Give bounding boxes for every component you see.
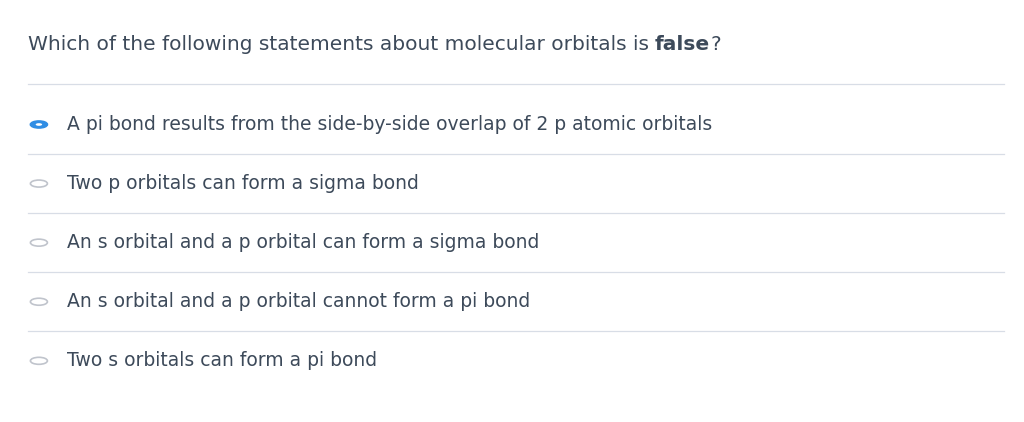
Text: An s orbital and a p orbital cannot form a pi bond: An s orbital and a p orbital cannot form…: [67, 292, 529, 311]
Text: An s orbital and a p orbital can form a sigma bond: An s orbital and a p orbital can form a …: [67, 233, 539, 252]
Circle shape: [36, 123, 42, 126]
Circle shape: [31, 357, 47, 364]
Text: ?: ?: [711, 35, 721, 54]
Text: A pi bond results from the side-by-side overlap of 2 p atomic orbitals: A pi bond results from the side-by-side …: [67, 115, 712, 134]
Circle shape: [31, 239, 47, 246]
Text: Two s orbitals can form a pi bond: Two s orbitals can form a pi bond: [67, 351, 377, 371]
Text: false: false: [655, 35, 711, 54]
Text: Two p orbitals can form a sigma bond: Two p orbitals can form a sigma bond: [67, 174, 419, 193]
Circle shape: [31, 121, 47, 128]
Text: Which of the following statements about molecular orbitals is: Which of the following statements about …: [28, 35, 655, 54]
Circle shape: [31, 180, 47, 187]
Circle shape: [31, 298, 47, 305]
